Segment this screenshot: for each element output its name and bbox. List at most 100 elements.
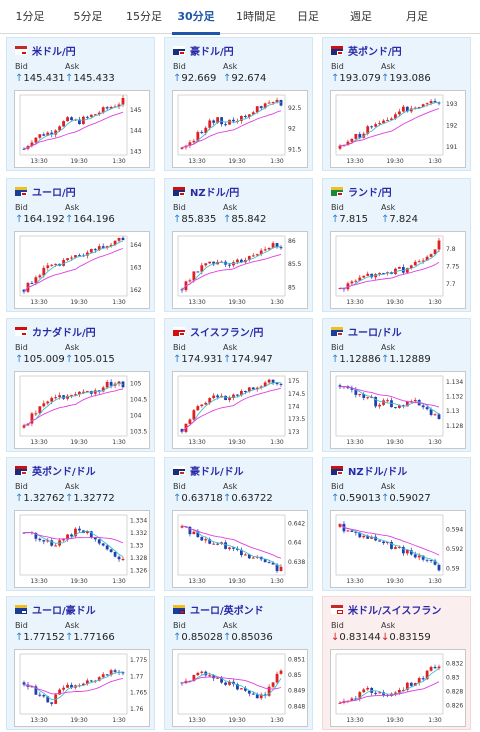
rate-card[interactable]: 米ドル/スイスフラン Bid Ask ↓0.83144 ↓0.83159 0.8… bbox=[322, 596, 471, 730]
mini-chart[interactable]: 86 85.5 85 13:30 19:30 1:30 bbox=[172, 231, 308, 309]
mini-chart[interactable]: 0.594 0.592 0.59 13:30 19:30 1:30 bbox=[330, 510, 466, 588]
chart-svg: 1.134 1.132 1.13 1.128 13:30 19:30 1:30 bbox=[335, 375, 463, 446]
candle-body bbox=[354, 389, 358, 395]
candle-body bbox=[74, 528, 77, 537]
rate-card[interactable]: 豪ドル/ドル Bid Ask ↑0.63718 ↑0.63722 0.642 0.… bbox=[164, 457, 313, 591]
pair-name[interactable]: NZドル/ドル bbox=[348, 466, 408, 478]
candle-body bbox=[58, 689, 62, 695]
y-tick-label: 1.775 bbox=[130, 657, 147, 664]
candle-body bbox=[255, 254, 259, 256]
pair-name[interactable]: 豪ドル/ドル bbox=[190, 466, 244, 478]
rate-card[interactable]: ユーロ/英ポンド Bid Ask ↑0.85028 ↑0.85036 0.851… bbox=[164, 596, 313, 730]
bid-label: Bid bbox=[331, 203, 344, 212]
candle-body bbox=[113, 670, 117, 672]
candle-body bbox=[358, 394, 362, 396]
mini-chart[interactable]: 193 192 191 13:30 19:30 1:30 bbox=[330, 90, 466, 168]
tab-1分足[interactable]: 1分足 bbox=[15, 10, 45, 23]
tab-週足[interactable]: 週足 bbox=[350, 10, 372, 23]
mini-chart[interactable]: 164 163 162 13:30 19:30 1:30 bbox=[14, 231, 150, 309]
bid-value: ↑174.931 bbox=[173, 354, 223, 365]
candle-body bbox=[338, 523, 342, 527]
y-tick-label: 192 bbox=[446, 123, 458, 130]
pair-name[interactable]: 米ドル/スイスフラン bbox=[348, 605, 442, 617]
y-tick-label: 1.332 bbox=[130, 530, 147, 537]
candle-body bbox=[192, 531, 196, 535]
x-tick-label: 13:30 bbox=[188, 439, 205, 446]
tab-15分足[interactable]: 15分足 bbox=[126, 10, 162, 23]
rate-card[interactable]: 豪ドル/円 Bid Ask ↑92.669 ↑92.674 92.5 92 91.5… bbox=[164, 37, 313, 171]
x-tick-label: 1:30 bbox=[270, 158, 284, 165]
pair-name[interactable]: 英ポンド/円 bbox=[348, 46, 402, 58]
mini-chart[interactable]: 1.134 1.132 1.13 1.128 13:30 19:30 1:30 bbox=[330, 371, 466, 449]
candle-body bbox=[398, 111, 401, 115]
bid-label: Bid bbox=[173, 482, 186, 491]
candle-body bbox=[247, 690, 251, 694]
x-tick-label: 19:30 bbox=[70, 578, 87, 585]
rate-card[interactable]: 英ポンド/円 Bid Ask ↑193.079 ↑193.086 193 192 1… bbox=[322, 37, 471, 171]
arrow-up-icon: ↑ bbox=[65, 493, 74, 504]
candle-body bbox=[374, 124, 378, 127]
chart-svg: 145 144 143 13:30 19:30 1:30 bbox=[19, 94, 142, 165]
candle-body bbox=[232, 119, 235, 122]
pair-name[interactable]: ユーロ/円 bbox=[32, 187, 76, 199]
candle-body bbox=[271, 379, 275, 384]
rate-card[interactable]: スイスフラン/円 Bid Ask ↑174.931 ↑174.947 175 17… bbox=[164, 318, 313, 452]
rate-card[interactable]: 米ドル/円 Bid Ask ↑145.431 ↑145.433 145 144 14… bbox=[6, 37, 155, 171]
pair-name[interactable]: 英ポンド/ドル bbox=[32, 466, 96, 478]
bid-label: Bid bbox=[331, 482, 344, 491]
tab-30分足[interactable]: 30分足 bbox=[170, 0, 222, 35]
rate-card[interactable]: カナダドル/円 Bid Ask ↑105.009 ↑105.015 105 104… bbox=[6, 318, 155, 452]
rate-card[interactable]: 英ポンド/ドル Bid Ask ↑1.32762 ↑1.32772 1.334 1… bbox=[6, 457, 155, 591]
mini-chart[interactable]: 0.851 0.85 0.849 0.848 13:30 19:30 1:30 bbox=[172, 649, 308, 727]
candle-body bbox=[236, 259, 239, 263]
mini-chart[interactable]: 175 174.5 174 173.5 173 13:30 19:30 1:30 bbox=[172, 371, 308, 449]
candle-body bbox=[200, 404, 204, 407]
candle-body bbox=[22, 289, 26, 292]
pair-name[interactable]: 豪ドル/円 bbox=[190, 46, 234, 58]
mini-chart[interactable]: 1.775 1.77 1.765 1.76 13:30 19:30 1:30 bbox=[14, 649, 150, 727]
rate-card[interactable]: NZドル/円 Bid Ask ↑85.835 ↑85.842 86 85.5 85 1… bbox=[164, 178, 313, 312]
tab-月足[interactable]: 月足 bbox=[406, 10, 428, 23]
ma-fast-line bbox=[181, 525, 282, 567]
mini-chart[interactable]: 0.832 0.83 0.828 0.826 13:30 19:30 1:30 bbox=[330, 649, 466, 727]
tab-5分足[interactable]: 5分足 bbox=[73, 10, 103, 23]
candle-body bbox=[188, 526, 192, 535]
pair-name[interactable]: スイスフラン/円 bbox=[190, 327, 264, 339]
rate-card[interactable]: ユーロ/円 Bid Ask ↑164.192 ↑164.196 164 163 16… bbox=[6, 178, 155, 312]
candle-body bbox=[271, 102, 275, 104]
pair-name[interactable]: NZドル/円 bbox=[190, 187, 240, 199]
rate-card[interactable]: ランド/円 Bid Ask ↑7.815 ↑7.824 7.8 7.75 7.7 13… bbox=[322, 178, 471, 312]
mini-chart[interactable]: 92.5 92 91.5 13:30 19:30 1:30 bbox=[172, 90, 308, 168]
card-header: ユーロ/円 bbox=[15, 185, 76, 199]
candle-body bbox=[386, 119, 389, 121]
ask-value: ↑145.433 bbox=[65, 73, 115, 84]
pair-name[interactable]: ランド/円 bbox=[348, 187, 392, 199]
candle-body bbox=[105, 674, 109, 676]
tab-日足[interactable]: 日足 bbox=[297, 10, 319, 23]
mini-chart[interactable]: 145 144 143 13:30 19:30 1:30 bbox=[14, 90, 150, 168]
ask-value: ↑0.63722 bbox=[223, 493, 273, 504]
rate-card[interactable]: ユーロ/ドル Bid Ask ↑1.12886 ↑1.12889 1.134 1.… bbox=[322, 318, 471, 452]
pair-name[interactable]: ユーロ/英ポンド bbox=[190, 605, 264, 617]
mini-chart[interactable]: 1.334 1.332 1.33 1.328 1.326 13:30 19:30 1:30 bbox=[14, 510, 150, 588]
pair-name[interactable]: カナダドル/円 bbox=[32, 327, 96, 339]
pair-name[interactable]: 米ドル/円 bbox=[32, 46, 76, 58]
candle-body bbox=[394, 114, 397, 119]
y-tick-label: 1.128 bbox=[446, 423, 463, 430]
x-tick-label: 13:30 bbox=[346, 158, 363, 165]
mini-chart[interactable]: 0.642 0.64 0.638 13:30 19:30 1:30 bbox=[172, 510, 308, 588]
tab-1時間足[interactable]: 1時間足 bbox=[236, 10, 276, 23]
currency-flag-icon bbox=[331, 186, 343, 196]
ma-slow-line bbox=[23, 388, 124, 426]
mini-chart[interactable]: 105 104.5 104 103.5 13:30 19:30 1:30 bbox=[14, 371, 150, 449]
mini-chart[interactable]: 7.8 7.75 7.7 13:30 19:30 1:30 bbox=[330, 231, 466, 309]
rate-card[interactable]: ユーロ/豪ドル Bid Ask ↑1.77152 ↑1.77166 1.775 1… bbox=[6, 596, 155, 730]
plot-frame bbox=[19, 653, 128, 715]
y-tick-label: 1.326 bbox=[130, 567, 147, 574]
rate-card[interactable]: NZドル/ドル Bid Ask ↑0.59013 ↑0.59027 0.594 0… bbox=[322, 457, 471, 591]
candle-body bbox=[212, 120, 216, 123]
candle-body bbox=[192, 271, 196, 281]
pair-name[interactable]: ユーロ/豪ドル bbox=[32, 605, 96, 617]
pair-name[interactable]: ユーロ/ドル bbox=[348, 327, 402, 339]
candle-body bbox=[85, 531, 89, 534]
